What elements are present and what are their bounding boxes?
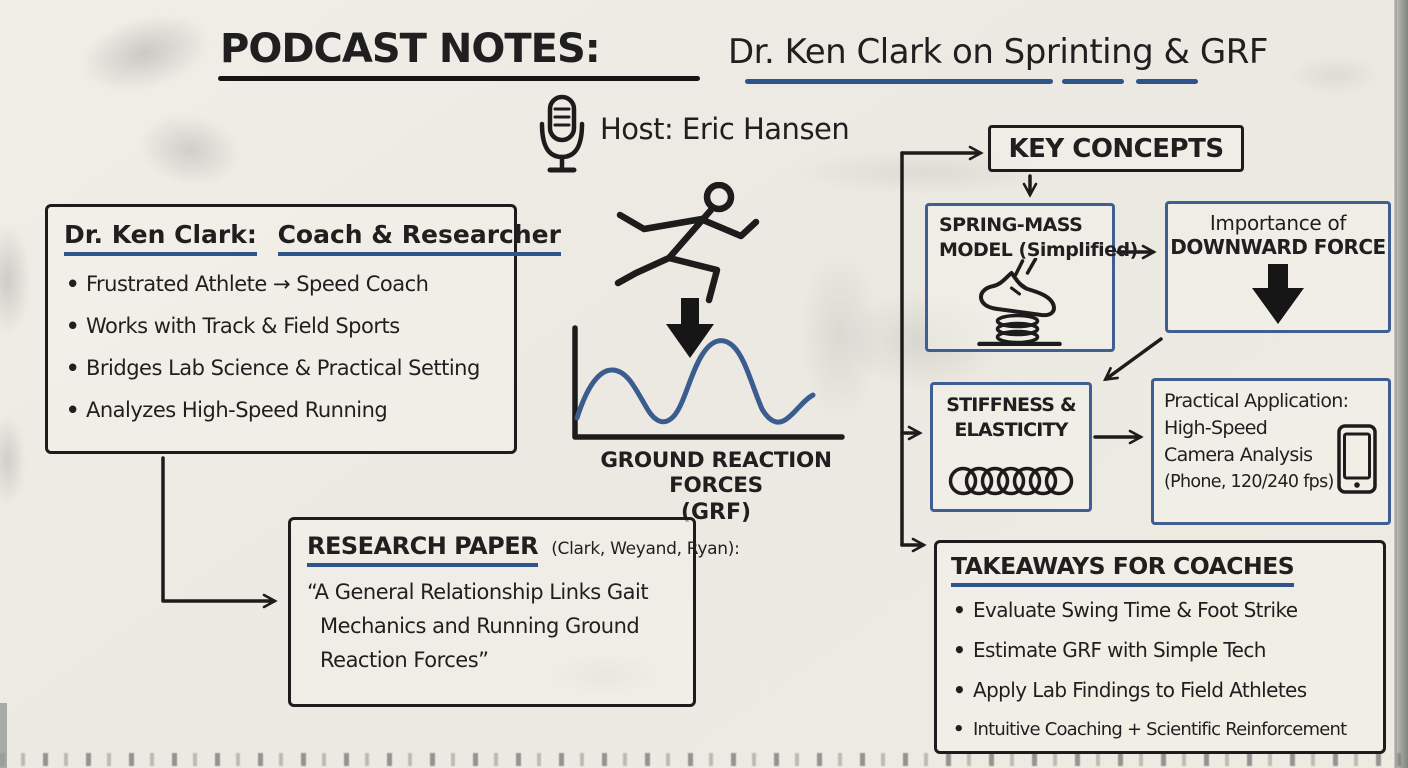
- smartphone-icon: [1337, 424, 1377, 494]
- title-underline-blue: [745, 79, 1053, 84]
- takeaways-bullet-list: Evaluate Swing Time & Foot Strike Estima…: [951, 590, 1375, 750]
- downward-force-line2: DOWNWARD FORCE: [1170, 235, 1386, 259]
- list-item: Evaluate Swing Time & Foot Strike: [951, 590, 1375, 630]
- research-paper-quote: “A General Relationship Links Gait Mecha…: [307, 575, 679, 677]
- list-item: Estimate GRF with Simple Tech: [951, 630, 1375, 670]
- spring-mass-line2: MODEL (Simplified): [939, 239, 1138, 261]
- takeaways-heading: TAKEAWAYS FOR COACHES: [951, 552, 1295, 587]
- page-title-main: Dr. Ken Clark on Sprinting & GRF: [728, 32, 1268, 72]
- downward-force-line1: Importance of: [1209, 211, 1347, 235]
- clark-role: Coach & Researcher: [277, 220, 561, 256]
- grf-wave: [574, 338, 816, 425]
- spring-mass-box: SPRING-MASS MODEL (Simplified): [925, 203, 1138, 352]
- downward-force-arrow-icon: [666, 298, 714, 358]
- shoe-on-spring-icon: [977, 258, 1062, 346]
- list-item: Frustrated Athlete → Speed Coach: [64, 263, 498, 305]
- title-underline-blue: [1062, 79, 1124, 84]
- clark-profile-box: Dr. Ken Clark: Coach & Researcher Frustr…: [45, 204, 561, 454]
- list-item: Apply Lab Findings to Field Athletes: [951, 670, 1375, 710]
- practical-line2: High-Speed: [1164, 417, 1268, 439]
- key-concepts-title: KEY CONCEPTS: [1008, 133, 1224, 164]
- list-item: Works with Track & Field Sports: [64, 305, 498, 347]
- title-underline-blue: [1136, 79, 1198, 84]
- spring-mass-line1: SPRING-MASS: [939, 214, 1083, 236]
- marker-tray-speckles: [0, 753, 1408, 766]
- list-item: Analyzes High-Speed Running: [64, 389, 498, 431]
- list-item: Intuitive Coaching + Scientific Reinforc…: [951, 710, 1375, 750]
- eraser-smudge: [800, 250, 880, 420]
- grf-caption-line1: GROUND REACTION FORCES: [600, 448, 832, 498]
- whiteboard-frame-edge: [1395, 0, 1408, 768]
- title-underline-black: [218, 76, 700, 81]
- host-label: Host: Eric Hansen: [600, 112, 850, 146]
- quote-line: “A General Relationship Links Gait: [307, 580, 649, 604]
- eraser-smudge: [1290, 55, 1380, 95]
- grf-axes: [572, 325, 845, 440]
- practical-line3: Camera Analysis: [1164, 444, 1313, 466]
- stiffness-line1: STIFFNESS &: [946, 394, 1076, 416]
- list-item: Bridges Lab Science & Practical Setting: [64, 347, 498, 389]
- stiffness-elasticity-box: STIFFNESS & ELASTICITY: [930, 382, 1092, 512]
- big-down-arrow-icon: [1252, 264, 1304, 324]
- stiffness-line2: ELASTICITY: [954, 419, 1068, 441]
- clark-bullet-list: Frustrated Athlete → Speed Coach Works w…: [64, 263, 498, 431]
- clark-name: Dr. Ken Clark:: [64, 220, 257, 256]
- research-paper-box: RESEARCH PAPER (Clark, Weyand, Ryan): “A…: [288, 517, 740, 707]
- arrow-downward-to-stiffness: [1102, 337, 1163, 382]
- quote-line: Mechanics and Running Ground: [320, 614, 640, 638]
- coil-spring-icon: [948, 466, 1074, 496]
- grf-wave-sketch: [572, 325, 845, 440]
- practical-application-box: Practical Application: High-Speed Camera…: [1151, 378, 1391, 525]
- whiteboard-frame-shadow: [1394, 0, 1397, 768]
- research-paper-heading: RESEARCH PAPER: [307, 532, 539, 567]
- grf-caption: GROUND REACTION FORCES (GRF): [556, 448, 876, 525]
- practical-line1: Practical Application:: [1164, 390, 1349, 412]
- running-figure-icon: [614, 182, 760, 304]
- research-paper-authors: (Clark, Weyand, Ryan):: [551, 539, 740, 559]
- downward-force-box: Importance of DOWNWARD FORCE: [1165, 201, 1391, 333]
- arrow-clark-to-research: [161, 456, 278, 609]
- takeaways-box: TAKEAWAYS FOR COACHES Evaluate Swing Tim…: [934, 540, 1386, 754]
- key-concepts-box: KEY CONCEPTS: [988, 125, 1244, 172]
- practical-line4: (Phone, 120/240 fps): [1164, 472, 1334, 492]
- quote-line: Reaction Forces”: [320, 648, 489, 672]
- whiteboard-frame-corner: [0, 703, 7, 768]
- microphone-icon: [539, 94, 585, 173]
- clark-box-heading: Dr. Ken Clark: Coach & Researcher: [64, 220, 561, 256]
- page-title-prefix: PODCAST NOTES:: [220, 26, 601, 72]
